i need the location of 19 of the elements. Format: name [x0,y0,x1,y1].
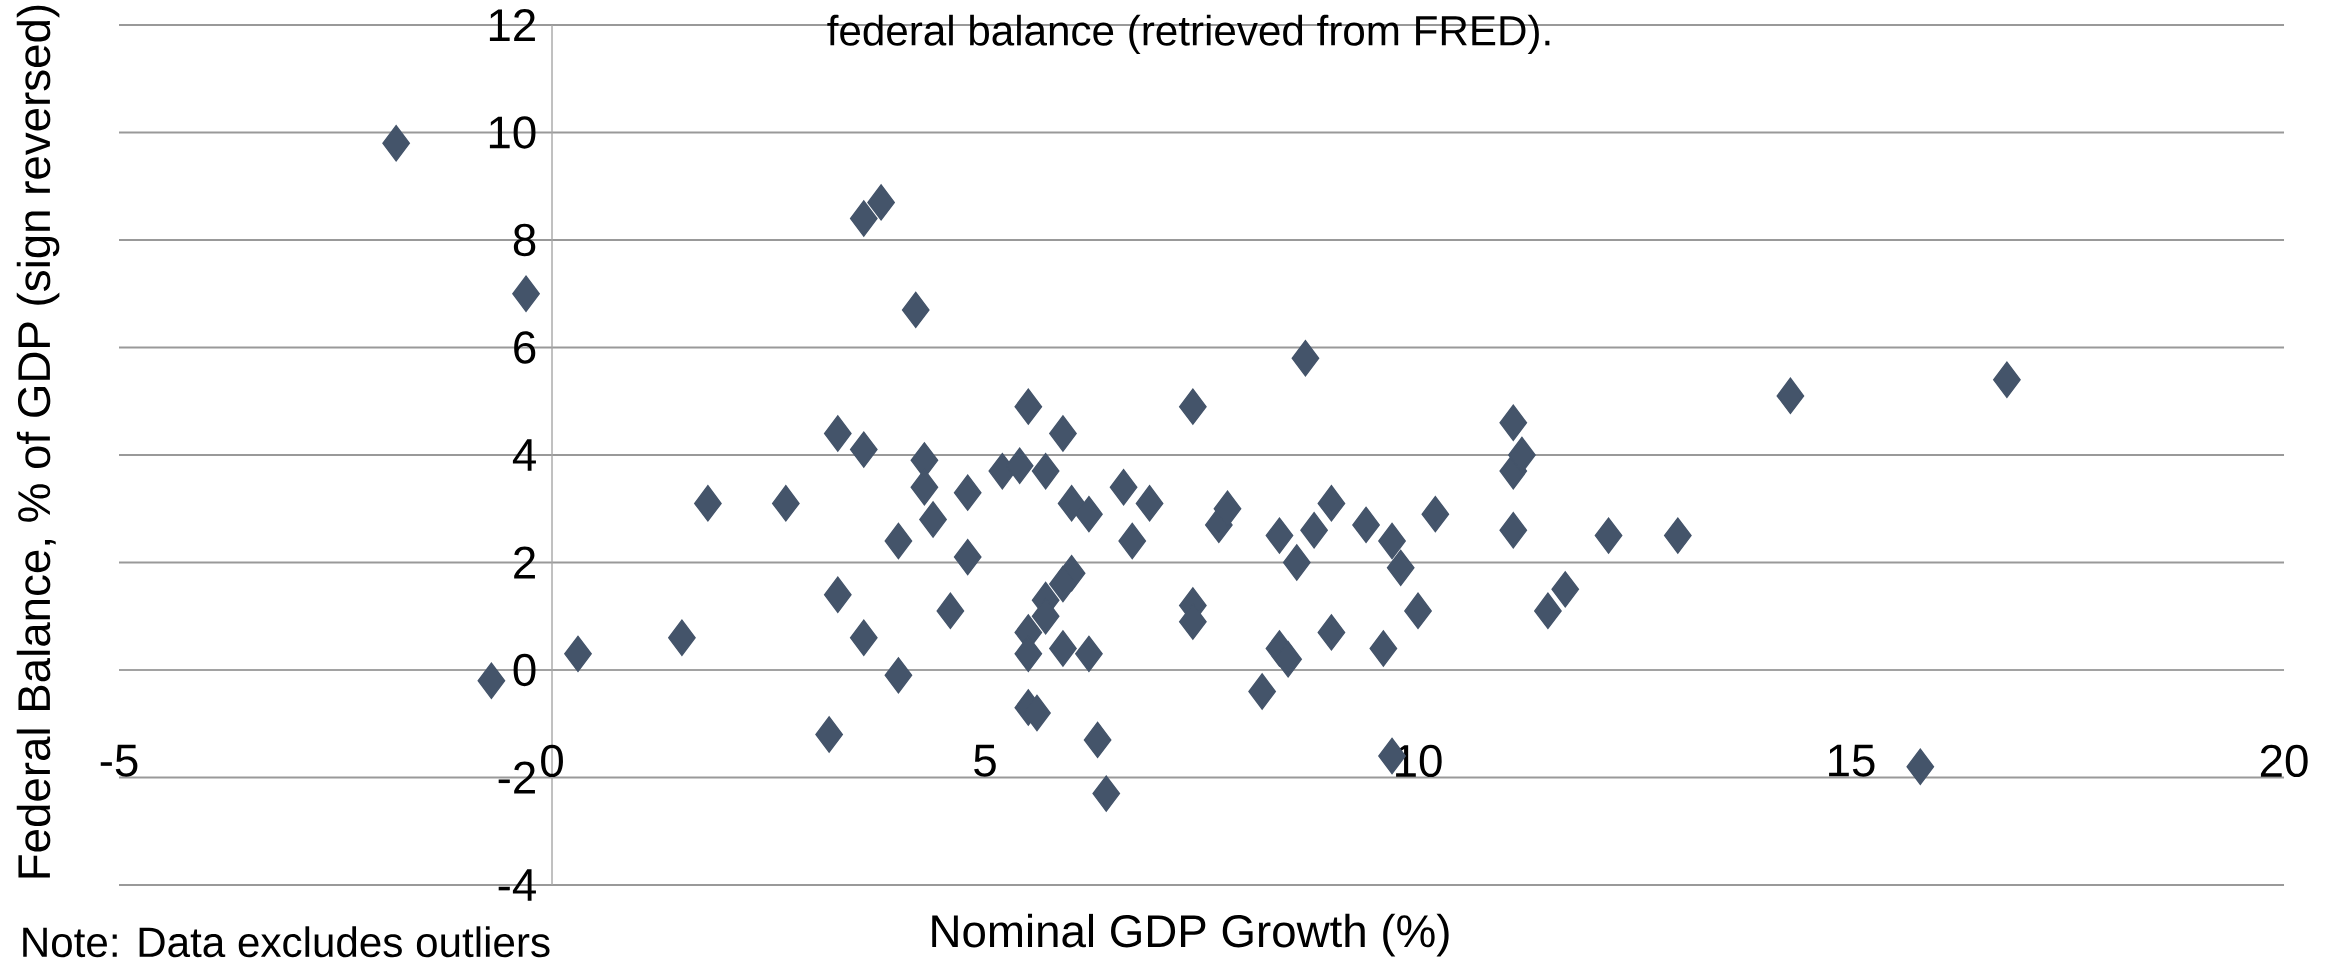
text: Note: Data excludes outliers [23,926,550,958]
x-tick-label: 20 [2260,744,2308,778]
y-tick-label: 8 [513,223,536,257]
y-axis-title: Federal Balance, % of GDP (sign reversed) [16,5,60,878]
x-tick-label: -5 [100,744,138,777]
y-tick-label: -2 [498,761,535,794]
x-axis-title: Nominal GDP Growth (%) [932,913,1449,957]
y-tick-label: 2 [514,546,535,579]
chart-title: federal balance (retrieved from FRED). [827,14,1550,55]
y-tick-label: 0 [513,653,536,687]
x-tick-label: 10 [1396,744,1442,778]
x-tick-label: 0 [541,744,563,778]
x-tick-label: 15 [1829,744,1875,777]
x-tick-label: 5 [974,744,996,777]
y-tick-label: 10 [489,116,536,149]
y-tick-label: 4 [512,439,536,471]
y-tick-label: -4 [498,869,536,901]
y-tick-label: 6 [514,331,536,364]
y-tick-label: 12 [489,9,535,41]
